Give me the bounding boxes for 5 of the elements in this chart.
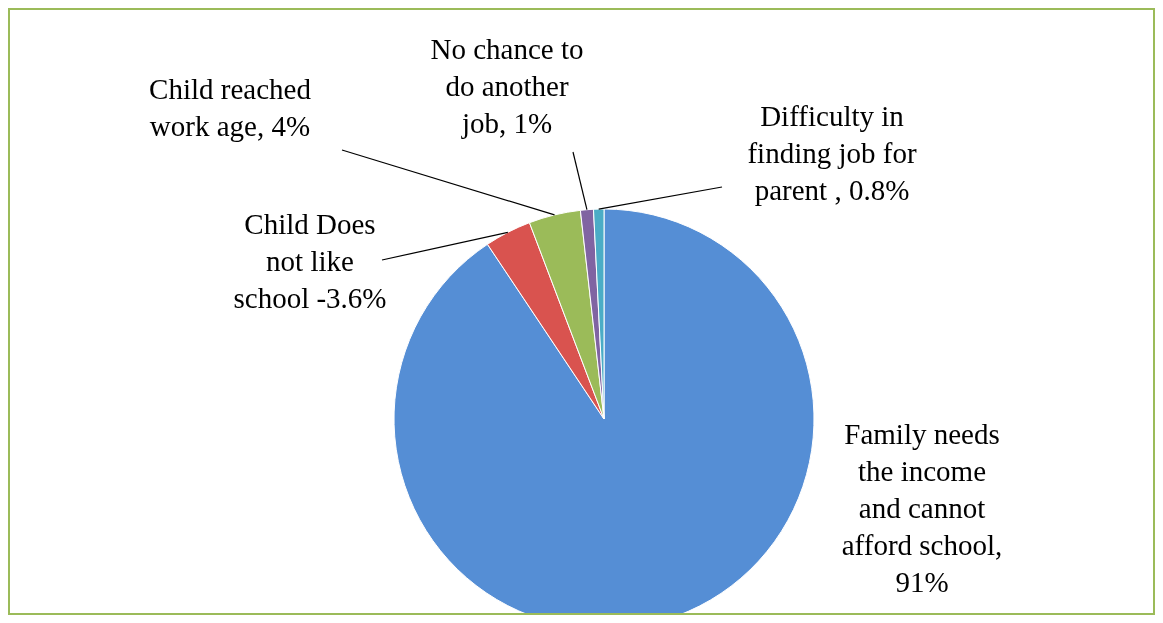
slice-label: Child Does not like school -3.6%	[233, 208, 387, 314]
slice-label: Difficulty in finding job for parent , 0.8%	[747, 100, 917, 206]
slice-label: Family needs the income and cannot afford school, 91%	[841, 418, 1003, 598]
slice-label: Child reached work age, 4%	[149, 73, 312, 142]
slice-label: No chance to do another job, 1%	[430, 33, 584, 139]
